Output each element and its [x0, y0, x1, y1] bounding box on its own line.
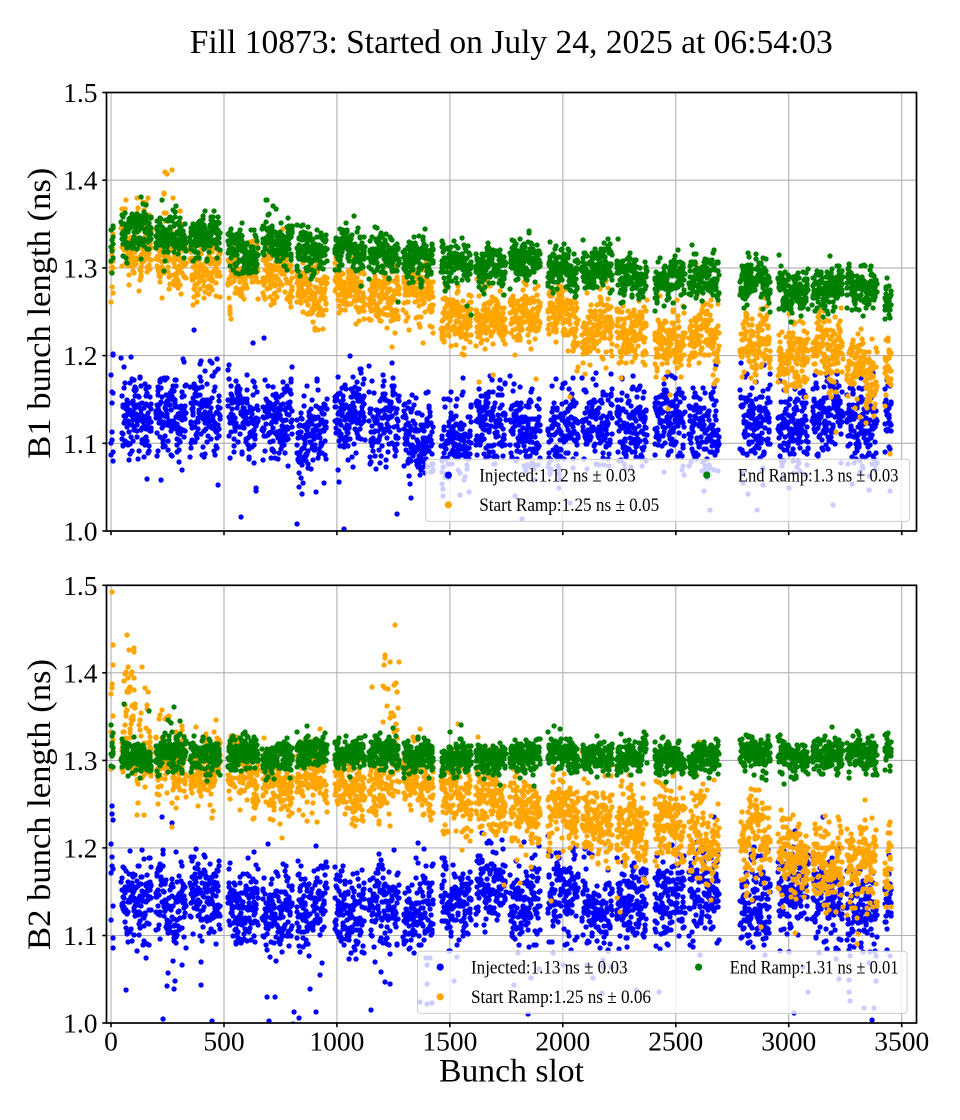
svg-text:1.5: 1.5 — [63, 77, 97, 108]
svg-text:1.2: 1.2 — [63, 832, 97, 863]
svg-text:Fill 10873: Started on July 24: Fill 10873: Started on July 24, 2025 at … — [190, 24, 833, 61]
svg-text:1.5: 1.5 — [63, 570, 97, 601]
svg-text:500: 500 — [203, 1025, 244, 1056]
svg-text:1.4: 1.4 — [63, 657, 98, 688]
svg-text:1.0: 1.0 — [63, 516, 97, 547]
svg-text:Injected:1.12 ns ± 0.03: Injected:1.12 ns ± 0.03 — [479, 467, 636, 487]
svg-text:2500: 2500 — [648, 1025, 703, 1056]
svg-text:0: 0 — [104, 1025, 118, 1056]
svg-text:1.1: 1.1 — [63, 920, 97, 951]
svg-text:3000: 3000 — [761, 1025, 816, 1056]
svg-text:Injected:1.13 ns ± 0.03: Injected:1.13 ns ± 0.03 — [471, 959, 628, 979]
svg-text:1.0: 1.0 — [63, 1008, 97, 1039]
svg-text:1.3: 1.3 — [63, 252, 97, 283]
svg-text:1.2: 1.2 — [63, 340, 97, 371]
svg-text:Start Ramp:1.25 ns ± 0.05: Start Ramp:1.25 ns ± 0.05 — [479, 496, 659, 516]
svg-text:2000: 2000 — [535, 1025, 590, 1056]
svg-text:Start Ramp:1.25 ns ± 0.06: Start Ramp:1.25 ns ± 0.06 — [471, 988, 651, 1008]
svg-text:1.1: 1.1 — [63, 428, 97, 459]
svg-text:1.3: 1.3 — [63, 745, 97, 776]
svg-text:1.4: 1.4 — [63, 165, 98, 196]
svg-text:End Ramp:1.3 ns ± 0.03: End Ramp:1.3 ns ± 0.03 — [738, 467, 899, 487]
svg-text:End Ramp:1.31 ns ± 0.01: End Ramp:1.31 ns ± 0.01 — [730, 959, 899, 979]
svg-text:B2 bunch length (ns): B2 bunch length (ns) — [22, 659, 58, 950]
svg-text:1500: 1500 — [422, 1025, 477, 1056]
svg-text:Bunch slot: Bunch slot — [439, 1054, 584, 1090]
svg-text:1000: 1000 — [309, 1025, 364, 1056]
svg-text:3500: 3500 — [874, 1025, 929, 1056]
svg-text:B1 bunch length (ns): B1 bunch length (ns) — [22, 168, 58, 459]
